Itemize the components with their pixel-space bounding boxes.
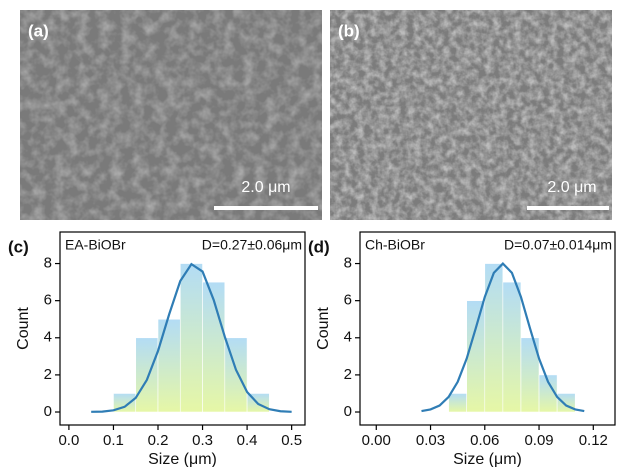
histogram-bar <box>448 393 468 413</box>
sample-name: EA-BiOBr <box>65 237 126 253</box>
y-tick-label: 6 <box>344 292 352 309</box>
fit-curve <box>421 261 585 413</box>
x-tick-label: 0.09 <box>524 432 553 449</box>
sem-texture <box>330 10 612 220</box>
histogram-bar <box>502 281 522 413</box>
plot-frame <box>359 231 616 426</box>
y-tick-label: 0 <box>44 403 52 420</box>
panel-label: (a) <box>28 21 49 40</box>
panel-label: (d) <box>308 237 330 256</box>
histogram-bar <box>179 263 203 413</box>
scale-bar <box>214 206 318 210</box>
sem-image-a: (a) 2.0 μm <box>20 10 322 220</box>
x-tick-label: 0.03 <box>416 432 445 449</box>
x-tick-label: 0.1 <box>103 432 124 449</box>
x-axis-label: Size (μm) <box>148 451 217 467</box>
sem-texture <box>20 10 322 220</box>
y-tick-label: 6 <box>44 292 52 309</box>
panel-label: (c) <box>8 237 29 256</box>
x-tick-label: 0.06 <box>470 432 499 449</box>
scale-bar <box>527 206 609 210</box>
x-tick-label: 0.4 <box>237 432 258 449</box>
x-tick-label: 0.5 <box>281 432 302 449</box>
y-tick-label: 8 <box>344 255 352 272</box>
y-tick-label: 4 <box>344 329 352 346</box>
x-tick-label: 0.0 <box>58 432 79 449</box>
histogram-chart: 0.00 0.03 0.06 0.09 0.12 0 2 4 6 8 (d) Ch-BiOBr D=0.… <box>308 231 616 467</box>
histogram-chart: 0.0 0.1 0.2 0.3 0.4 0.5 0 2 4 6 8 (c) EA-BiOBr D=0.27… <box>8 231 306 467</box>
y-tick-label: 8 <box>44 255 52 272</box>
scale-bar-label: 2.0 μm <box>547 179 596 196</box>
y-tick-label: 2 <box>44 366 52 383</box>
plot-frame <box>59 231 306 426</box>
x-tick-label: 0.12 <box>579 432 608 449</box>
sem-image-b: (b) 2.0 μm <box>330 10 612 220</box>
histogram-bar <box>135 337 159 413</box>
panel-label: (b) <box>338 21 360 40</box>
histogram-bar <box>484 263 504 413</box>
y-tick-label: 4 <box>44 329 52 346</box>
x-tick-label: 0.00 <box>362 432 391 449</box>
y-axis-label: Count <box>315 307 332 350</box>
x-axis-label: Size (μm) <box>453 451 522 467</box>
x-tick-label: 0.3 <box>192 432 213 449</box>
y-tick-label: 2 <box>344 366 352 383</box>
annotation: D=0.07±0.014μm <box>504 237 612 253</box>
x-tick-label: 0.2 <box>148 432 169 449</box>
y-tick-label: 0 <box>344 403 352 420</box>
histogram-bar <box>157 318 181 413</box>
sample-name: Ch-BiOBr <box>365 237 425 253</box>
annotation: D=0.27±0.06μm <box>202 237 302 253</box>
scale-bar-label: 2.0 μm <box>241 179 290 196</box>
fit-curve <box>91 262 292 413</box>
y-axis-label: Count <box>15 307 32 350</box>
histogram-bar <box>466 300 486 413</box>
